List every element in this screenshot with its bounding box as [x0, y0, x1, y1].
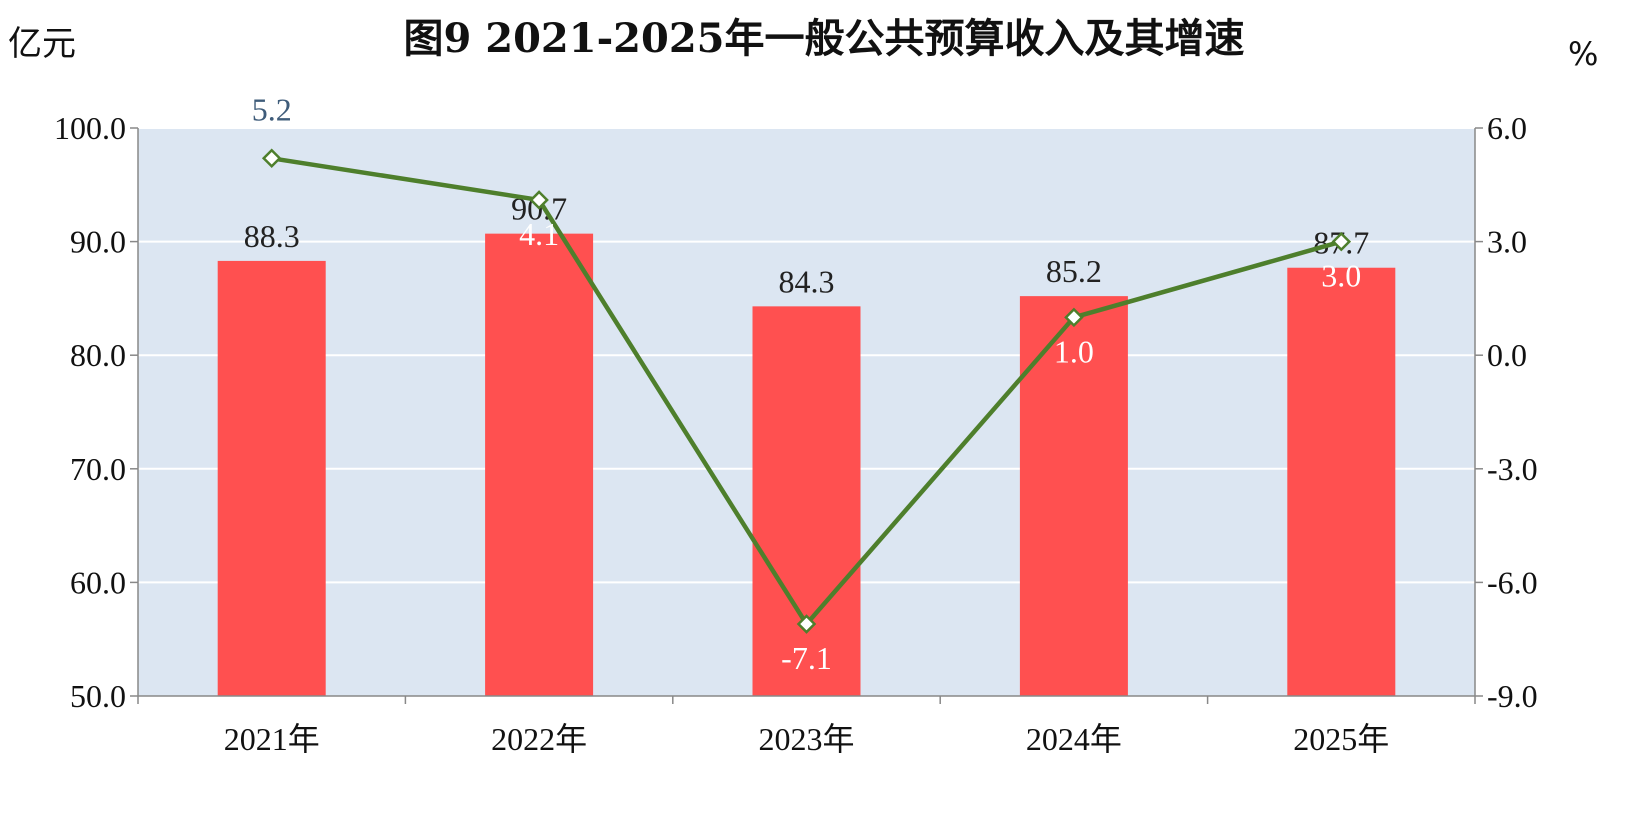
right-tick-label: 0.0: [1487, 337, 1527, 373]
left-tick-label: 50.0: [70, 678, 126, 714]
right-tick-label: 6.0: [1487, 110, 1527, 146]
left-tick-label: 60.0: [70, 564, 126, 600]
growth-marker-5: [1331, 231, 1352, 252]
growth-marker-3: [796, 614, 817, 634]
right-tick-label: -9.0: [1487, 678, 1538, 714]
growth-value-label: 4.1: [519, 216, 559, 252]
growth-marker-1: [261, 148, 282, 169]
x-tick-label: 2022年: [491, 721, 587, 757]
left-tick-label: 90.0: [70, 224, 126, 260]
growth-marker-2: [529, 190, 549, 210]
growth-value-label: 5.2: [252, 91, 292, 127]
bar-value-label: 85.2: [1046, 253, 1102, 289]
left-tick-label: 80.0: [70, 337, 126, 373]
right-tick-label: -3.0: [1487, 451, 1538, 487]
bar-value-label: 88.3: [244, 218, 300, 254]
x-tick-label: 2024年: [1026, 721, 1122, 757]
right-axis-unit: %: [1568, 35, 1598, 73]
x-tick-label: 2021年: [224, 721, 320, 757]
growth-marker-4: [1064, 307, 1084, 328]
bar-5: [1287, 267, 1396, 696]
growth-value-label: -7.1: [781, 640, 832, 676]
bar-value-label: 84.3: [779, 263, 835, 299]
left-tick-label: 70.0: [70, 451, 126, 487]
chart-title: 图9 2021-2025年一般公共预算收入及其增速: [403, 15, 1244, 62]
left-tick-label: 100.0: [54, 110, 126, 146]
bar-2: [485, 233, 594, 696]
growth-value-label: 1.0: [1054, 333, 1094, 369]
right-tick-label: -6.0: [1487, 564, 1538, 600]
bar-1: [217, 260, 326, 696]
bar-4: [1019, 296, 1128, 696]
x-tick-label: 2023年: [758, 721, 854, 757]
left-axis-unit: 亿元: [8, 24, 76, 64]
growth-value-label: 3.0: [1321, 258, 1361, 294]
right-tick-label: 3.0: [1487, 224, 1527, 260]
bar-3: [752, 306, 861, 696]
x-tick-label: 2025年: [1293, 721, 1389, 757]
